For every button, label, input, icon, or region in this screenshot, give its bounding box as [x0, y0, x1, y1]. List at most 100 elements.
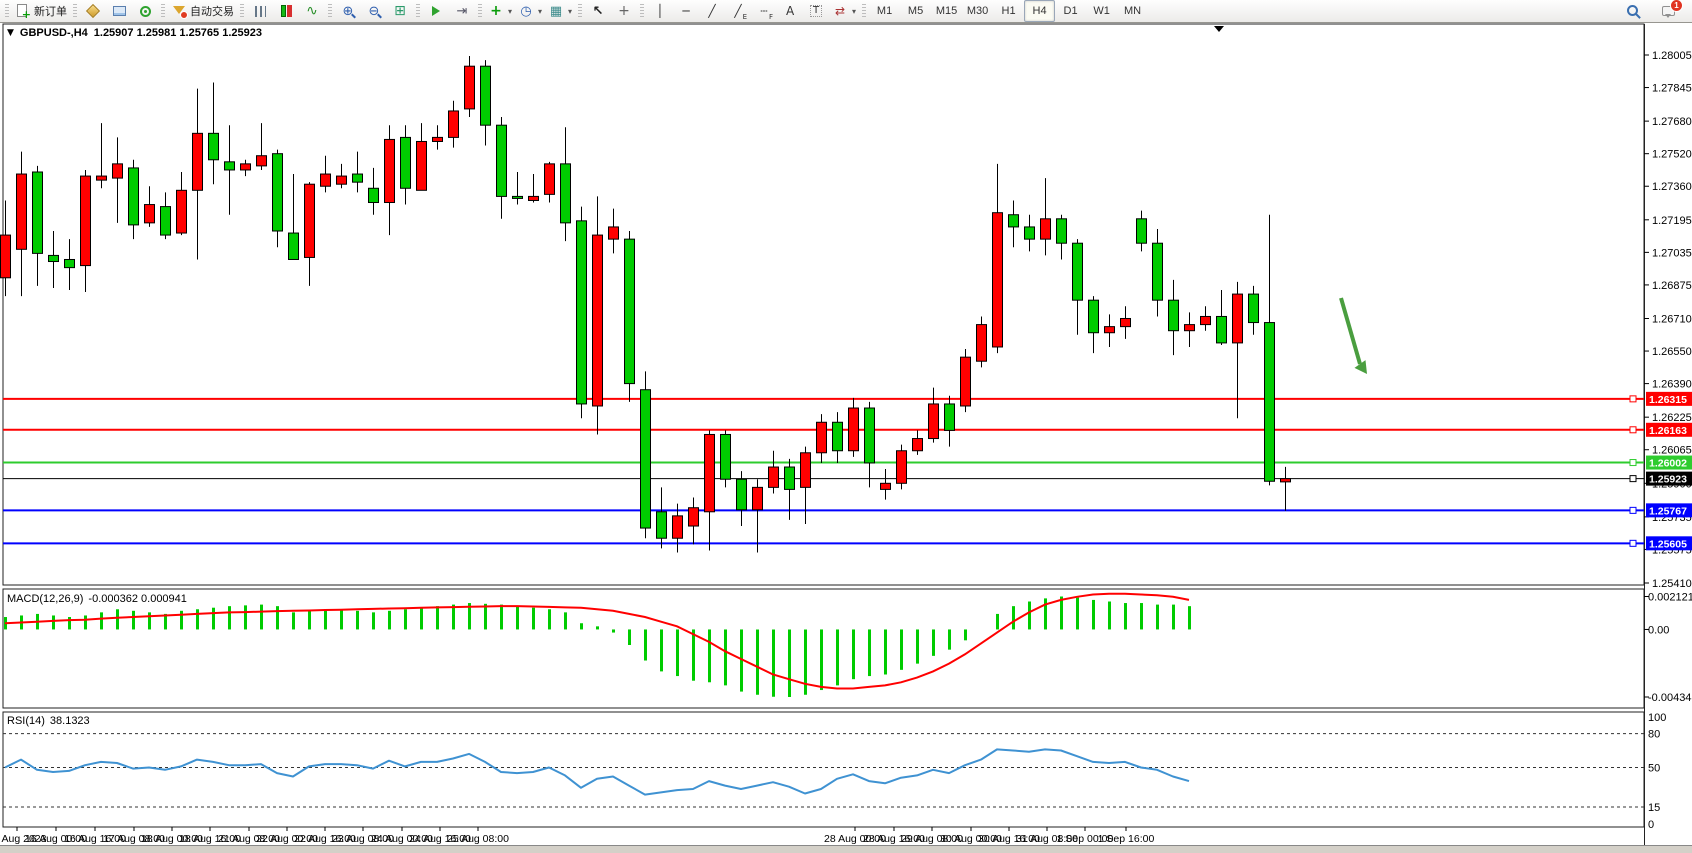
trendline-button[interactable]	[699, 0, 725, 22]
hline-handle[interactable]	[1629, 506, 1637, 514]
text-button[interactable]	[777, 0, 803, 22]
bar-chart-button[interactable]	[247, 0, 273, 22]
toolbar-group-handle[interactable]	[416, 3, 420, 19]
price-tag[interactable]	[1646, 471, 1692, 486]
candle-body	[576, 220, 587, 405]
chart-title-triangle-icon: ▼	[7, 28, 14, 38]
toolbar-group-handle[interactable]	[640, 3, 645, 19]
search-button[interactable]	[1620, 0, 1646, 22]
timeframe-h4-button[interactable]: H4	[1024, 0, 1056, 22]
svg-text:1.26390: 1.26390	[1652, 379, 1692, 391]
toolbar-group-handle[interactable]	[73, 3, 77, 19]
toolbar-group-handle[interactable]	[240, 3, 244, 19]
crosshair-button[interactable]	[611, 0, 637, 22]
fibonacci-button[interactable]	[751, 0, 777, 22]
svg-text:100: 100	[1648, 712, 1666, 724]
toolbar-group-handle[interactable]	[5, 3, 9, 19]
candlestick-chart-button[interactable]	[273, 0, 299, 22]
toolbar-group-handle[interactable]	[328, 3, 332, 19]
hline-handle[interactable]	[1629, 395, 1637, 403]
hline-handle[interactable]	[1629, 475, 1637, 483]
price-tags[interactable]: 1.26315 1.26163 1.26002 1.25923 1.25767 1.256…	[1646, 391, 1692, 551]
timeframe-mn-button[interactable]: MN	[1124, 5, 1142, 17]
auto-scroll-button[interactable]	[423, 0, 449, 22]
timeframe-m15-button[interactable]: M15	[935, 5, 958, 17]
chat-button[interactable]: 1	[1656, 0, 1683, 22]
hline-handle[interactable]	[1629, 539, 1637, 547]
hline-handle[interactable]	[1629, 426, 1637, 434]
hline-handle[interactable]	[1629, 459, 1637, 467]
price-tag[interactable]	[1646, 391, 1692, 406]
svg-text:1.27360: 1.27360	[1652, 181, 1692, 193]
chart-window[interactable]: 1.28005 1.27845 1.27680 1.27520 1.27360 1.271…	[0, 23, 1692, 846]
chart-canvas[interactable]: 1.28005 1.27845 1.27680 1.27520 1.27360 1.271…	[0, 23, 1692, 846]
candle-body	[528, 195, 539, 201]
price-tag[interactable]	[1646, 455, 1692, 470]
equidistant-channel-button[interactable]	[725, 0, 751, 22]
zoom-in-button[interactable]	[335, 0, 361, 22]
periods-dropdown-icon[interactable]: ▾	[538, 6, 543, 16]
horizontal-lines[interactable]	[3, 395, 1644, 547]
svg-text:21 Aug 08:00: 21 Aug 08:00	[218, 833, 280, 845]
svg-text:-0.004348: -0.004348	[1648, 692, 1692, 704]
candle-body	[1248, 293, 1259, 324]
indicators-dropdown-icon[interactable]: ▾	[508, 6, 513, 16]
svg-text:0.00: 0.00	[1648, 624, 1669, 636]
candle-body	[896, 450, 907, 484]
rsi-axis[interactable]: 100 80 50 15 0	[1648, 712, 1666, 831]
vertical-line-button[interactable]	[647, 0, 673, 22]
timeframe-d1-button[interactable]: D1	[1063, 5, 1078, 17]
price-tag[interactable]	[1646, 503, 1692, 518]
arrows-dropdown-icon[interactable]: ▾	[852, 6, 857, 16]
arrows-button[interactable]: ▾	[829, 0, 859, 22]
timeframe-h1-button[interactable]: H1	[1001, 5, 1016, 17]
auto-trading-button[interactable]: 自动交易	[168, 0, 237, 22]
timeframe-m5-button[interactable]: M5	[907, 5, 924, 17]
candle-body	[288, 232, 299, 260]
timeframe-w1-button[interactable]: W1	[1093, 5, 1110, 17]
candle-body	[688, 507, 699, 527]
templates-button[interactable]: ▾	[545, 0, 575, 22]
search-icon	[1625, 3, 1641, 19]
macd-signal-line	[4, 592, 1190, 690]
macd-axis[interactable]: 0.002121 0.00 -0.004348	[1644, 592, 1692, 705]
terminal-button[interactable]	[106, 0, 132, 22]
line-chart-button[interactable]	[299, 0, 325, 22]
toolbar-group-handle[interactable]	[161, 3, 165, 19]
signals-button[interactable]	[132, 0, 158, 22]
cursor-button[interactable]	[585, 0, 611, 22]
toolbar-group-handle[interactable]	[578, 3, 583, 19]
zoom-out-icon	[366, 3, 382, 19]
timeframe-m30-button[interactable]: M30	[966, 5, 989, 17]
rsi-label: RSI(14) 38.1323	[7, 715, 90, 727]
templates-dropdown-icon[interactable]: ▾	[568, 6, 573, 16]
candle-body	[784, 466, 795, 490]
candle-body	[624, 238, 635, 385]
new-order-button[interactable]: 新订单	[12, 0, 70, 22]
metaeditor-button[interactable]	[80, 0, 106, 22]
periods-button[interactable]: ▾	[515, 0, 545, 22]
rsi-values: 38.1323	[49, 715, 90, 727]
svg-text:23 Aug 08:00: 23 Aug 08:00	[332, 833, 394, 845]
text-icon	[782, 3, 798, 19]
auto-trading-icon	[171, 3, 188, 19]
toolbar-group-handle[interactable]	[478, 3, 482, 19]
tile-windows-button[interactable]	[387, 0, 413, 22]
indicators-button[interactable]: ▾	[485, 0, 515, 22]
text-label-button[interactable]	[803, 0, 829, 22]
candle-body	[656, 511, 667, 539]
price-tag[interactable]	[1646, 422, 1692, 437]
candle-body	[720, 433, 731, 480]
candle-body	[944, 403, 955, 431]
timeframe-m1-button[interactable]: M1	[876, 5, 893, 17]
toolbar-group-handle[interactable]	[862, 3, 867, 19]
horizontal-line-button[interactable]	[673, 0, 699, 22]
zoom-out-button[interactable]	[361, 0, 387, 22]
chart-shift-button[interactable]	[449, 0, 475, 22]
candle-body	[1232, 293, 1243, 344]
arrow-annotation[interactable]	[1339, 297, 1367, 374]
toolbar-right-group: 1	[1620, 0, 1683, 22]
price-tag[interactable]	[1646, 536, 1692, 551]
